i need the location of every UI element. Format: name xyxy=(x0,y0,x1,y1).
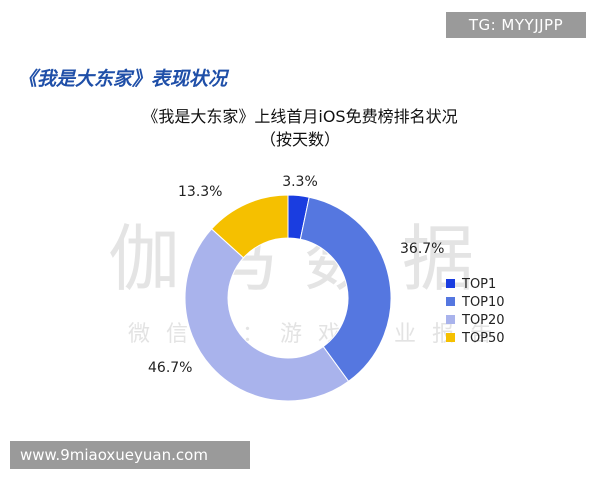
legend-swatch-top10 xyxy=(446,297,455,306)
chart-subtitle: （按天数） xyxy=(259,130,340,149)
legend-label-top20: TOP20 xyxy=(461,313,505,328)
slice-label-top20: 46.7% xyxy=(148,360,192,376)
legend: TOP1 TOP10 TOP20 TOP50 xyxy=(446,277,505,346)
slice-label-top10: 36.7% xyxy=(400,241,444,257)
donut-slices xyxy=(184,194,392,402)
slice-labels: 3.3% 36.7% 46.7% 13.3% xyxy=(148,174,444,376)
site-badge: www.9miaoxueyuan.com xyxy=(10,441,250,469)
slice-top20 xyxy=(184,228,350,402)
legend-swatch-top50 xyxy=(446,333,455,342)
tg-badge: TG: MYYJJPP xyxy=(446,12,586,38)
site-url: www.9miaoxueyuan.com xyxy=(20,446,208,464)
legend-label-top1: TOP1 xyxy=(461,277,496,292)
section-heading: 《我是大东家》表现状况 xyxy=(18,68,228,90)
slice-label-top1: 3.3% xyxy=(282,174,318,190)
tg-label: TG: MYYJJPP xyxy=(468,16,564,34)
legend-label-top50: TOP50 xyxy=(461,331,505,346)
slice-label-top50: 13.3% xyxy=(178,184,222,200)
slice-top50 xyxy=(210,194,289,259)
chart-title: 《我是大东家》上线首月iOS免费榜排名状况 xyxy=(142,107,458,126)
slice-top10 xyxy=(299,196,392,383)
legend-label-top10: TOP10 xyxy=(461,295,505,310)
legend-swatch-top20 xyxy=(446,315,455,324)
legend-swatch-top1 xyxy=(446,279,455,288)
